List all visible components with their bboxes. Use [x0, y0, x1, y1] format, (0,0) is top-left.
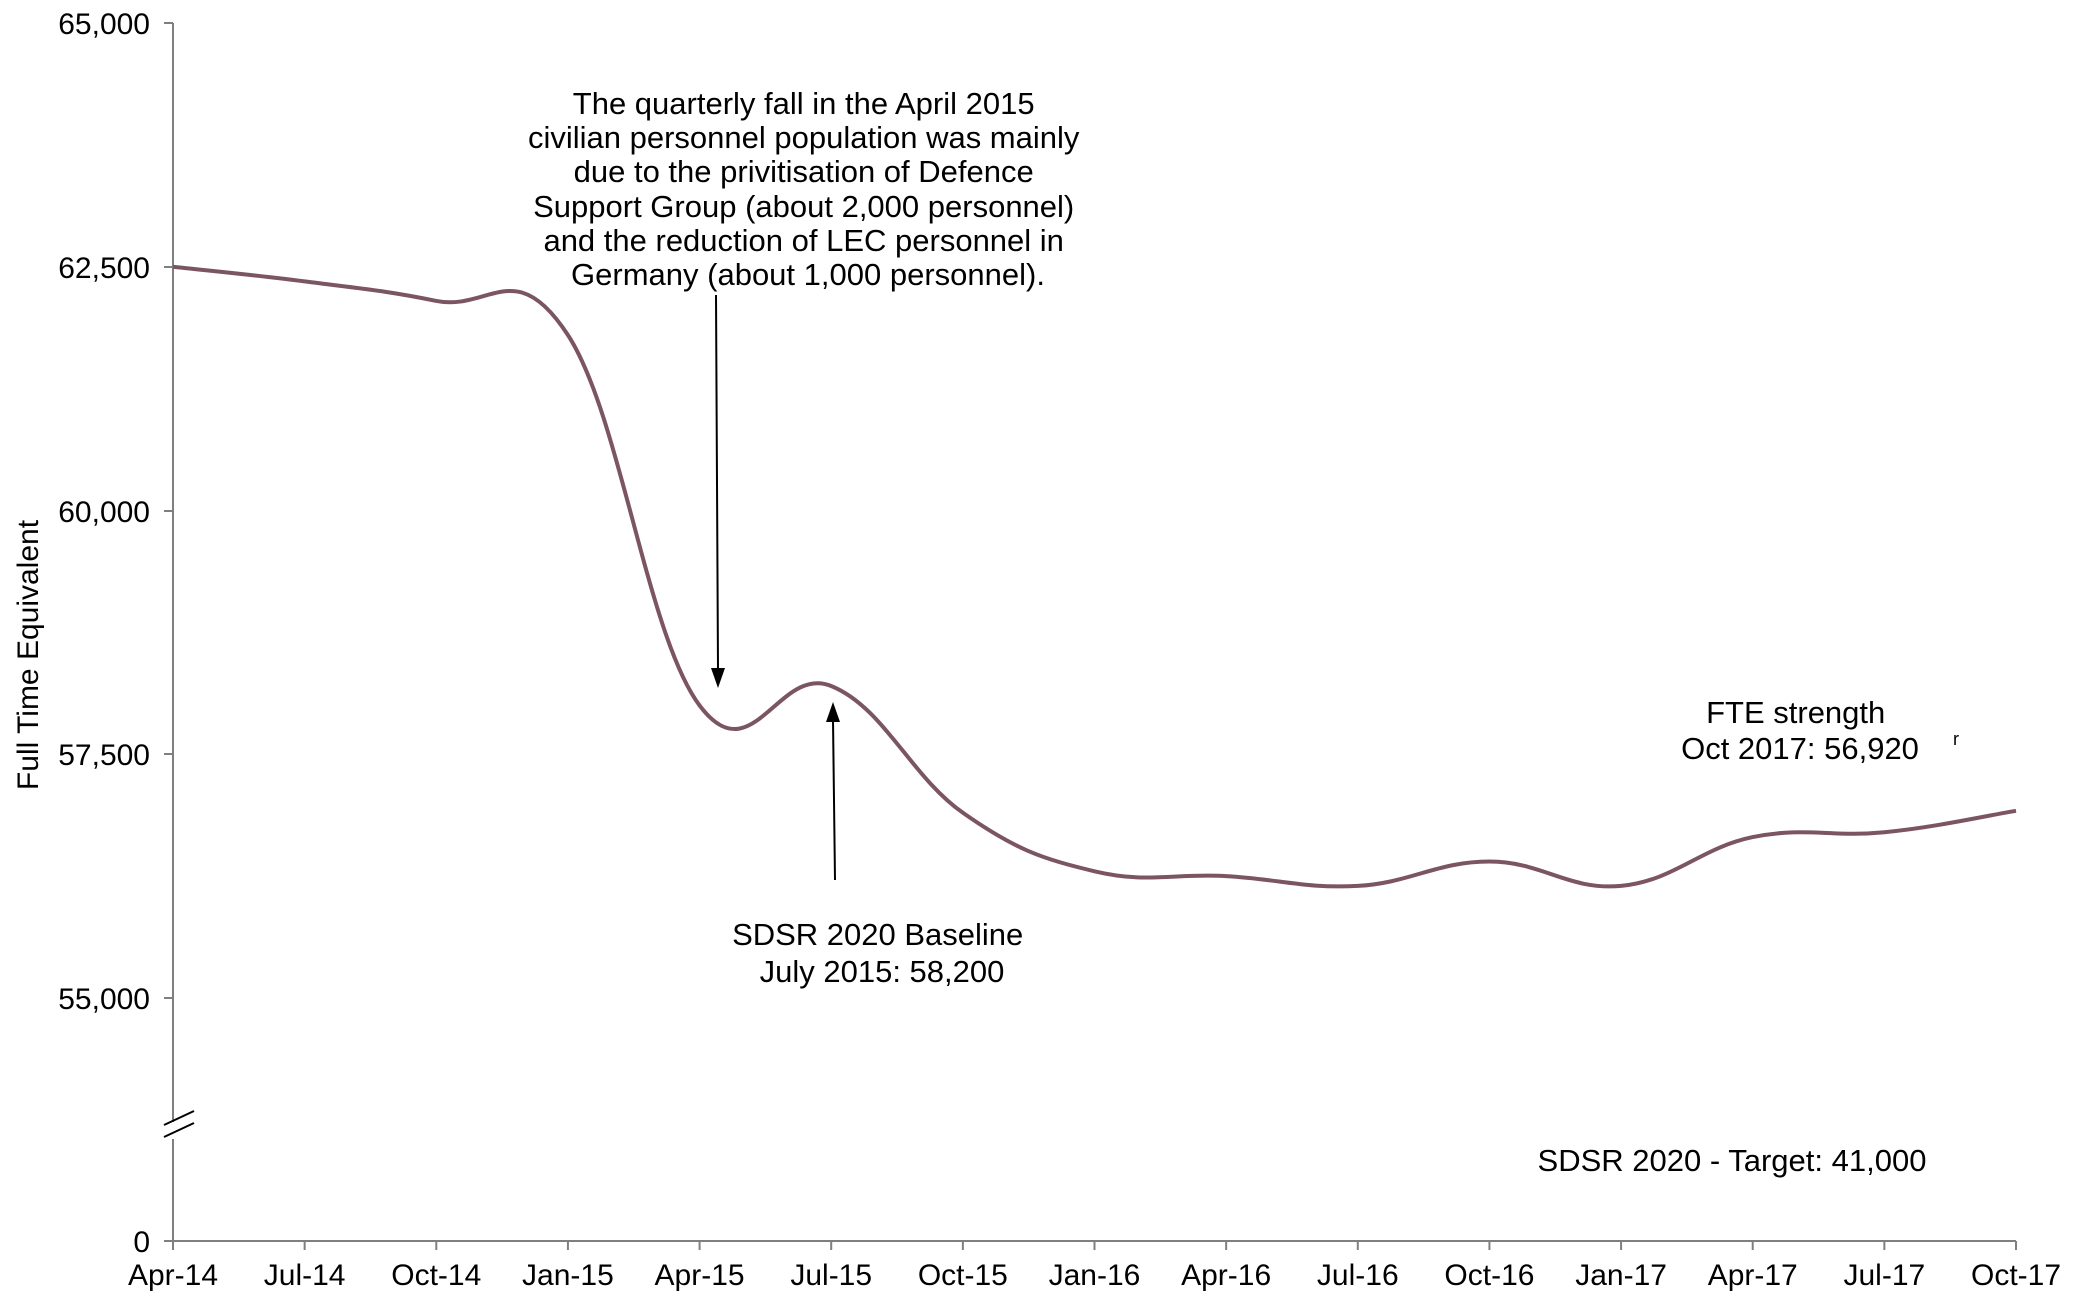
series-layer — [171, 264, 2018, 889]
y-tick-label: 55,000 — [58, 983, 150, 1016]
baseline-note-arrow — [826, 702, 840, 881]
x-tick-label: Jul-16 — [1317, 1259, 1399, 1292]
y-axis-title: Full Time Equivalent — [12, 519, 45, 790]
y-tick-label: 0 — [133, 1226, 150, 1259]
baseline-note: SDSR 2020 Baseline July 2015: 58,200 — [732, 917, 1032, 989]
x-tick-label: Jul-15 — [790, 1259, 872, 1292]
fall-note-line: Support Group (about 2,000 personnel) — [533, 189, 1074, 224]
data-point — [566, 333, 570, 337]
x-tick-label: Apr-15 — [655, 1259, 745, 1292]
x-tick-label: Jan-17 — [1575, 1259, 1667, 1292]
fall-note-line: and the reduction of LEC personnel in — [543, 223, 1063, 258]
target-note: SDSR 2020 - Target: 41,000 — [1538, 1143, 1927, 1178]
fall-note-line: civilian personnel population was mainly — [528, 120, 1080, 155]
data-point — [1751, 835, 1755, 839]
x-tick-label: Apr-14 — [128, 1259, 218, 1292]
x-tick-label: Jul-14 — [264, 1259, 346, 1292]
data-point — [1619, 884, 1623, 888]
x-tick-label: Jan-16 — [1049, 1259, 1141, 1292]
baseline-note-line: SDSR 2020 Baseline — [732, 917, 1023, 952]
data-point — [1882, 830, 1886, 834]
data-point — [1487, 860, 1491, 864]
y-ticks: 0 55,000 57,500 60,000 62,500 65,000 — [58, 8, 173, 1259]
x-tick-label: Jan-15 — [522, 1259, 614, 1292]
y-tick-label: 62,500 — [58, 252, 150, 285]
fte-note-superscript: r — [1953, 729, 1959, 749]
y-tick-label: 65,000 — [58, 8, 150, 41]
baseline-note-line: July 2015: 58,200 — [760, 954, 1005, 989]
data-point — [434, 299, 438, 303]
fte-note-line: FTE strength — [1706, 695, 1885, 730]
x-tick-label: Jul-17 — [1843, 1259, 1925, 1292]
fall-note-line: Germany (about 1,000 personnel). — [571, 257, 1045, 292]
fall-note-line: due to the privitisation of Defence — [574, 154, 1034, 189]
fall-note-arrow — [711, 294, 725, 688]
y-tick-label: 57,500 — [58, 739, 150, 772]
data-point — [171, 265, 175, 269]
y-tick-label: 60,000 — [58, 496, 150, 529]
fall-note-line: The quarterly fall in the April 2015 — [573, 86, 1035, 121]
x-ticks: Apr-14 Jul-14 Oct-14 Jan-15 Apr-15 Jul-15 Oct-… — [128, 1241, 2061, 1292]
fte-note: FTE strength Oct 2017: 56,920 — [1681, 695, 1919, 766]
data-point — [1093, 869, 1097, 873]
data-point — [698, 704, 702, 708]
data-point — [829, 684, 833, 688]
x-tick-label: Oct-14 — [391, 1259, 481, 1292]
data-point — [1224, 874, 1228, 878]
x-tick-label: Oct-15 — [918, 1259, 1008, 1292]
data-point — [1356, 884, 1360, 888]
y-axis-break-marks — [163, 1110, 195, 1138]
x-tick-label: Oct-16 — [1444, 1259, 1534, 1292]
x-tick-label: Apr-17 — [1708, 1259, 1798, 1292]
x-tick-label: Oct-17 — [1971, 1259, 2061, 1292]
series-line — [172, 264, 2017, 889]
fte-note-line: Oct 2017: 56,920 — [1681, 731, 1919, 766]
fall-note: The quarterly fall in the April 2015 civ… — [528, 86, 1088, 292]
data-point — [2014, 809, 2018, 813]
x-tick-label: Apr-16 — [1181, 1259, 1271, 1292]
data-point — [961, 811, 965, 815]
data-point — [303, 279, 307, 283]
